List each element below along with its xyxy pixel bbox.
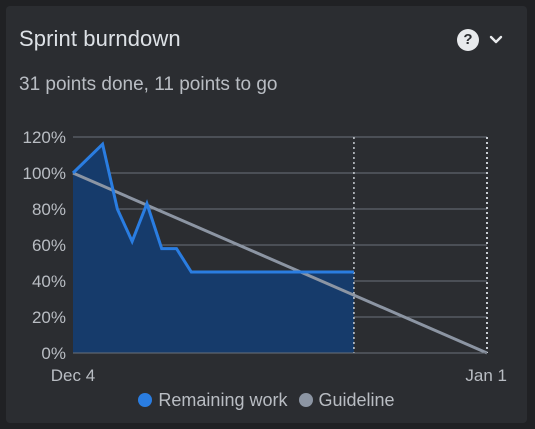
chart-legend: Remaining work Guideline [6, 390, 527, 411]
y-tick-label: 0% [41, 344, 66, 363]
x-tick-label: Dec 4 [51, 366, 95, 385]
y-tick-label: 20% [32, 308, 66, 327]
legend-item-remaining[interactable]: Remaining work [138, 390, 287, 411]
x-tick-label: Jan 1 [465, 366, 507, 385]
sprint-burndown-card: Sprint burndown ? 31 points done, 11 poi… [6, 6, 527, 423]
y-tick-label: 80% [32, 200, 66, 219]
y-tick-label: 40% [32, 272, 66, 291]
remaining-dot-icon [138, 393, 152, 407]
legend-label-guideline: Guideline [319, 390, 395, 410]
y-tick-label: 100% [23, 164, 66, 183]
burndown-chart: 120% 100% 80% 60% 40% 20% 0% Dec 4 Jan 1 [6, 6, 527, 423]
remaining-area [73, 144, 354, 353]
legend-label-remaining: Remaining work [158, 390, 287, 410]
y-tick-label: 120% [23, 128, 66, 147]
y-tick-label: 60% [32, 236, 66, 255]
legend-item-guideline[interactable]: Guideline [299, 390, 395, 411]
guideline-dot-icon [299, 393, 313, 407]
